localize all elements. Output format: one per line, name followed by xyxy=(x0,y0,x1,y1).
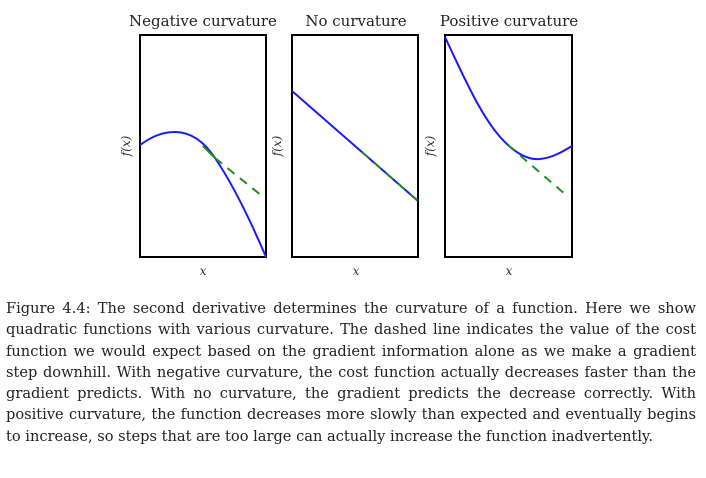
panel-title: Negative curvature xyxy=(129,12,277,30)
panel-title: Positive curvature xyxy=(440,12,578,30)
curvature-figure: Negative curvature f(x) x No curvature f… xyxy=(119,12,578,278)
function-curve xyxy=(291,90,419,202)
figure-caption: Figure 4.4: The second derivative determ… xyxy=(6,300,696,445)
panel-negative-curvature: Negative curvature f(x) x xyxy=(119,12,277,278)
plot-frame xyxy=(139,34,267,258)
panel-title: No curvature xyxy=(305,12,406,30)
gradient-prediction-dashed-line xyxy=(507,144,567,196)
panel-positive-curvature: Positive curvature f(x) x xyxy=(423,12,578,278)
x-axis-label: x xyxy=(353,264,360,278)
x-axis-label: x xyxy=(506,264,513,278)
tangent-solid-segment xyxy=(202,145,216,159)
gradient-prediction-dashed-line xyxy=(361,151,419,202)
plot-frame xyxy=(291,34,419,258)
gradient-prediction-dashed-line xyxy=(214,157,263,197)
function-curve xyxy=(139,130,267,258)
panel-no-curvature: No curvature f(x) x xyxy=(270,12,419,278)
y-axis-label: f(x) xyxy=(270,135,284,157)
y-axis-label: f(x) xyxy=(119,135,133,157)
y-axis-label: f(x) xyxy=(423,135,437,157)
function-curve xyxy=(444,36,573,161)
x-axis-label: x xyxy=(200,264,207,278)
